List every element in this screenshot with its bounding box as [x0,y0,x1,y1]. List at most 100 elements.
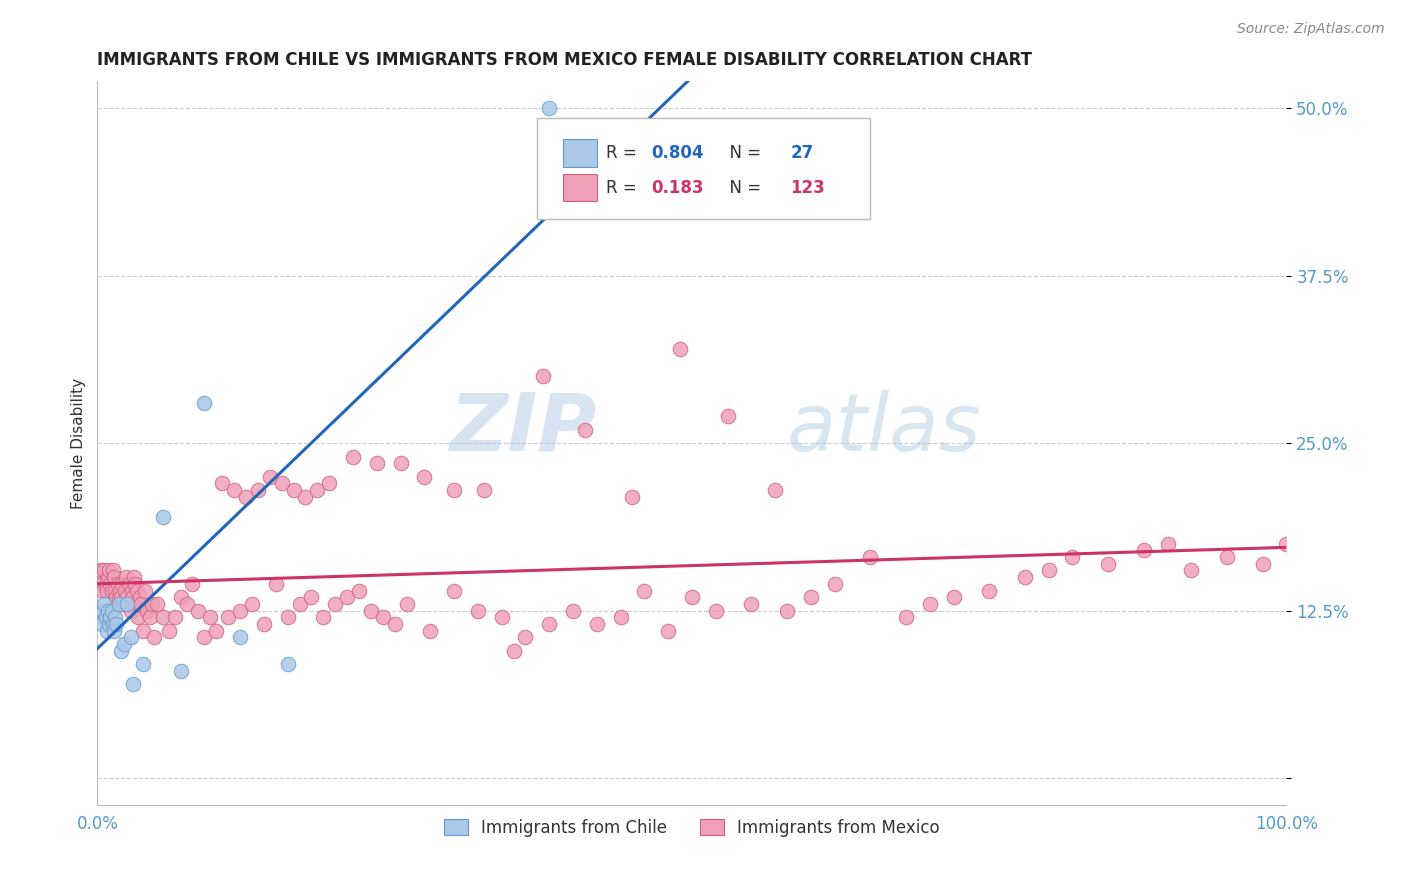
Point [918,597,941,611]
Point [103,624,125,638]
Point [120,604,142,618]
Point [101,564,124,578]
Point [91,604,114,618]
Point [472,483,495,497]
Point [90,564,112,578]
Bar [564,139,596,167]
Point [894,610,917,624]
Point [979,583,1001,598]
Point [110,644,132,658]
Point [98,617,121,632]
Point [193,631,215,645]
Point [323,597,346,611]
Point [657,624,679,638]
Text: N =: N = [720,144,766,162]
Point [277,657,299,672]
Y-axis label: Female Disability: Female Disability [72,377,86,508]
Text: atlas: atlas [787,390,981,467]
Point [157,624,180,638]
Point [235,490,257,504]
Point [122,570,145,584]
Point [115,591,138,605]
Point [413,469,436,483]
Point [91,577,114,591]
Point [103,570,125,584]
Point [246,483,269,497]
Point [277,610,299,624]
Point [169,664,191,678]
Point [181,577,204,591]
Point [94,577,117,591]
Point [146,597,169,611]
Point [1156,537,1178,551]
Point [118,577,141,591]
Point [131,657,153,672]
Point [115,597,138,611]
Point [152,509,174,524]
Point [371,610,394,624]
Legend: Immigrants from Chile, Immigrants from Mexico: Immigrants from Chile, Immigrants from M… [437,813,946,844]
Point [669,343,692,357]
Point [312,610,335,624]
Point [307,483,329,497]
Point [141,597,163,611]
Point [136,604,159,618]
Point [336,591,359,605]
Point [91,617,114,632]
Point [318,476,340,491]
Point [443,583,465,598]
Point [125,583,148,598]
Point [342,450,364,464]
Point [253,617,276,632]
Point [633,583,655,598]
Point [240,597,263,611]
Point [502,644,524,658]
Point [585,617,607,632]
Point [107,591,129,605]
Point [193,396,215,410]
Point [1038,564,1060,578]
Point [283,483,305,497]
Point [131,597,153,611]
Point [294,490,316,504]
Point [1132,543,1154,558]
Point [114,583,136,598]
Point [467,604,489,618]
Point [134,583,156,598]
Point [120,631,142,645]
Point [94,610,117,624]
Point [115,570,138,584]
Point [101,617,124,632]
Text: 0.804: 0.804 [651,144,704,162]
Point [419,624,441,638]
Point [1251,557,1274,571]
Point [100,610,122,624]
Text: 27: 27 [790,144,814,162]
Point [942,591,965,605]
Point [217,610,239,624]
Point [538,617,561,632]
Point [360,604,382,618]
Point [824,577,846,591]
Point [96,583,118,598]
Text: ZIP: ZIP [450,390,596,467]
Point [124,577,146,591]
Point [98,564,121,578]
Point [224,483,246,497]
Point [800,591,823,605]
Point [100,604,122,618]
Text: 123: 123 [790,178,825,197]
Point [100,577,122,591]
Point [122,591,145,605]
Point [366,456,388,470]
FancyBboxPatch shape [537,118,870,219]
Point [1014,570,1036,584]
Point [97,604,120,618]
Point [716,409,738,424]
Point [100,583,122,598]
Point [128,597,150,611]
Point [1275,537,1298,551]
Point [127,610,149,624]
Point [107,597,129,611]
Point [104,583,127,598]
